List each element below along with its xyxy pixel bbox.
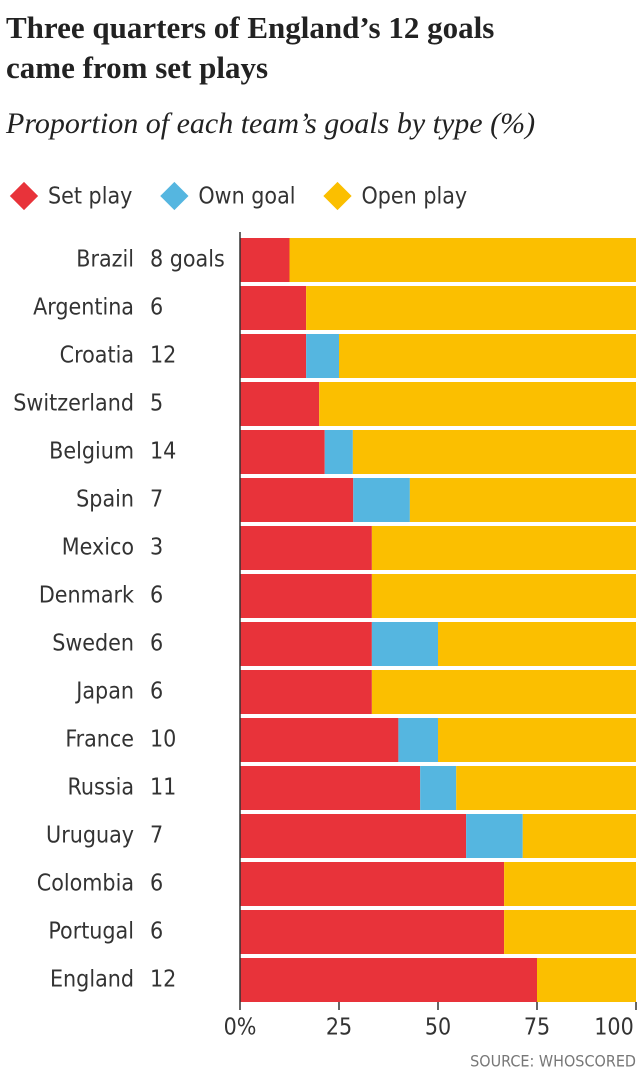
bar-segment: [456, 766, 636, 810]
bar-segment: [289, 238, 636, 282]
bar-segment: [352, 430, 636, 474]
bar-segment: [522, 814, 636, 858]
category-label: France: [65, 727, 134, 753]
bar-segment: [504, 862, 636, 906]
category-label: Japan: [74, 679, 134, 705]
x-tick-label: 75: [524, 1015, 550, 1041]
bar-segment: [353, 478, 410, 522]
goal-count: 7: [150, 487, 163, 513]
legend-marker: [323, 181, 352, 211]
category-label: Mexico: [62, 535, 134, 561]
bar-segment: [438, 622, 636, 666]
category-label: England: [50, 967, 134, 993]
goal-count: 6: [150, 631, 163, 657]
goal-count: 6: [150, 583, 163, 609]
bar-segment: [240, 718, 399, 762]
legend-label: Set play: [48, 184, 132, 210]
x-tick-label: 0%: [224, 1015, 257, 1041]
legend-marker: [9, 181, 39, 211]
bar-segment: [240, 766, 421, 810]
goal-count: 6: [150, 871, 163, 897]
category-label: Colombia: [37, 871, 134, 897]
legend-marker: [160, 181, 189, 211]
bar-segment: [371, 622, 438, 666]
goal-count: 6: [150, 295, 163, 321]
bar-segment: [240, 334, 307, 378]
legend-label: Open play: [362, 184, 468, 210]
goal-count: 14: [150, 439, 176, 465]
bar-segment: [398, 718, 438, 762]
category-label: Russia: [68, 775, 134, 801]
bar-segment: [537, 958, 636, 1002]
goal-count: 7: [150, 823, 163, 849]
x-tick-label: 25: [326, 1015, 352, 1041]
bar-segment: [306, 286, 636, 330]
bar-segment: [504, 910, 636, 954]
goal-count: 12: [150, 343, 176, 369]
bar-segment: [240, 286, 307, 330]
category-label: Argentina: [33, 295, 134, 321]
x-tick-label: 100: [594, 1015, 634, 1041]
bar-segment: [240, 574, 372, 618]
bar-segment: [371, 526, 636, 570]
category-label: Brazil: [76, 247, 134, 273]
bar-segment: [240, 382, 320, 426]
goal-count: 11: [150, 775, 176, 801]
bar-segment: [466, 814, 523, 858]
category-label: Sweden: [52, 631, 134, 657]
goal-count: 6: [150, 919, 163, 945]
bar-segment: [371, 574, 636, 618]
bar-segment: [420, 766, 457, 810]
bar-segment: [240, 238, 290, 282]
goal-count: 6: [150, 679, 163, 705]
category-label: Uruguay: [46, 823, 134, 849]
category-label: Portugal: [48, 919, 134, 945]
bar-segment: [319, 382, 636, 426]
bar-segment: [306, 334, 339, 378]
bar-segment: [240, 814, 467, 858]
chart-subtitle: Proportion of each team’s goals by type …: [6, 107, 536, 140]
bar-segment: [324, 430, 353, 474]
legend-label: Own goal: [198, 184, 295, 210]
bar-segment: [339, 334, 636, 378]
bar-segment: [240, 670, 372, 714]
category-label: Denmark: [39, 583, 134, 609]
bar-segment: [240, 958, 537, 1002]
goal-count: 5: [150, 391, 163, 417]
goal-count: 10: [150, 727, 176, 753]
category-label: Spain: [76, 487, 134, 513]
bar-segment: [240, 622, 372, 666]
bar-segment: [240, 862, 505, 906]
category-label: Switzerland: [13, 391, 134, 417]
bar-segment: [240, 526, 372, 570]
bar-segment: [371, 670, 636, 714]
x-tick-label: 50: [425, 1015, 451, 1041]
goal-count: 12: [150, 967, 176, 993]
bar-segment: [240, 430, 325, 474]
source: SOURCE: WHOSCORED: [470, 1052, 636, 1071]
bar-segment: [438, 718, 636, 762]
bar-segment: [240, 910, 505, 954]
category-label: Croatia: [60, 343, 134, 369]
chart-title: Three quarters of England’s 12 goals cam…: [6, 10, 495, 85]
bar-segment: [409, 478, 636, 522]
goal-count: 3: [150, 535, 163, 561]
goal-count: 8 goals: [150, 247, 225, 273]
bar-segment: [240, 478, 354, 522]
category-label: Belgium: [49, 439, 134, 465]
